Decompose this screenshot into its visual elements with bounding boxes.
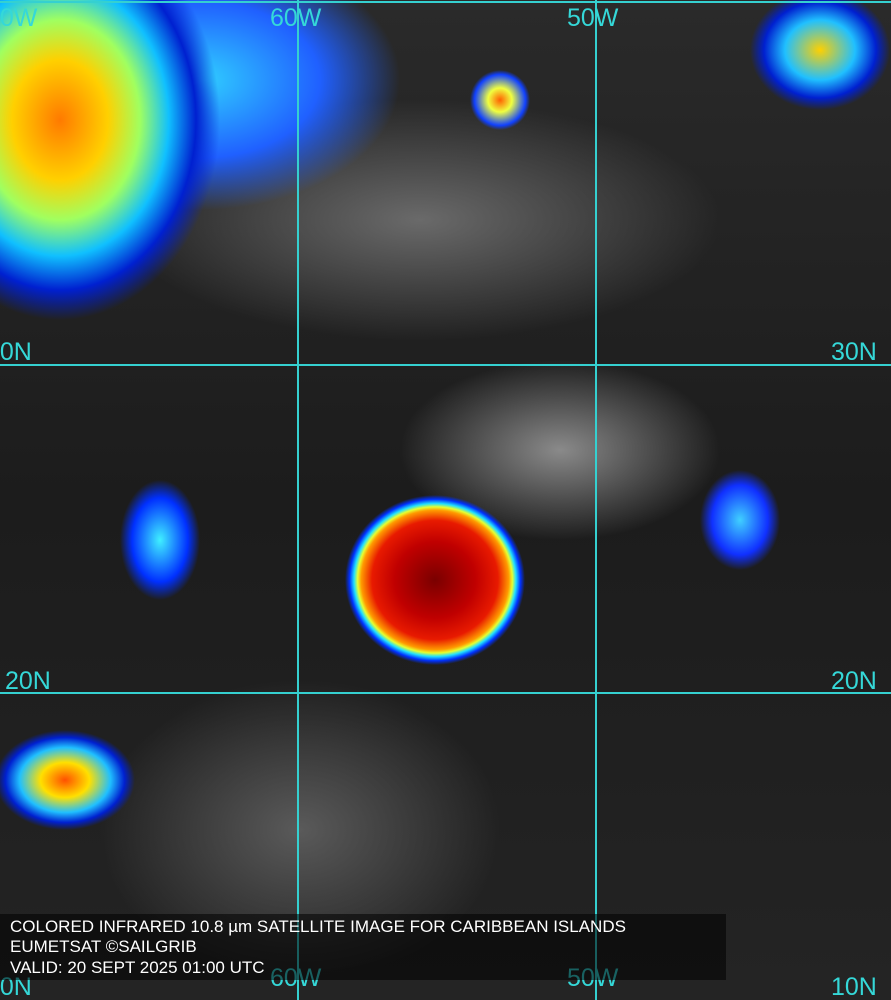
label-70w-top: 70W — [0, 4, 38, 32]
caption-valid-time: VALID: 20 SEPT 2025 01:00 UTC — [10, 958, 265, 977]
parallel-20n — [0, 692, 891, 694]
label-10n-right: 10N — [831, 973, 877, 1000]
parallel-30n — [0, 364, 891, 366]
label-50w-top: 50W — [567, 4, 619, 32]
caption-title: COLORED INFRARED 10.8 µm SATELLITE IMAGE… — [10, 917, 626, 936]
label-30n-right: 30N — [831, 338, 877, 366]
label-20n-right: 20N — [831, 667, 877, 695]
meridian-50w — [595, 0, 597, 1000]
label-30n-left: 30N — [0, 338, 32, 366]
map-top-border — [0, 1, 891, 3]
meridian-60w — [297, 0, 299, 1000]
label-60w-top: 60W — [270, 4, 322, 32]
label-20n-left: 20N — [5, 667, 51, 695]
caption-box: COLORED INFRARED 10.8 µm SATELLITE IMAGE… — [0, 914, 726, 980]
caption-credit: EUMETSAT ©SAILGRIB — [10, 937, 197, 956]
